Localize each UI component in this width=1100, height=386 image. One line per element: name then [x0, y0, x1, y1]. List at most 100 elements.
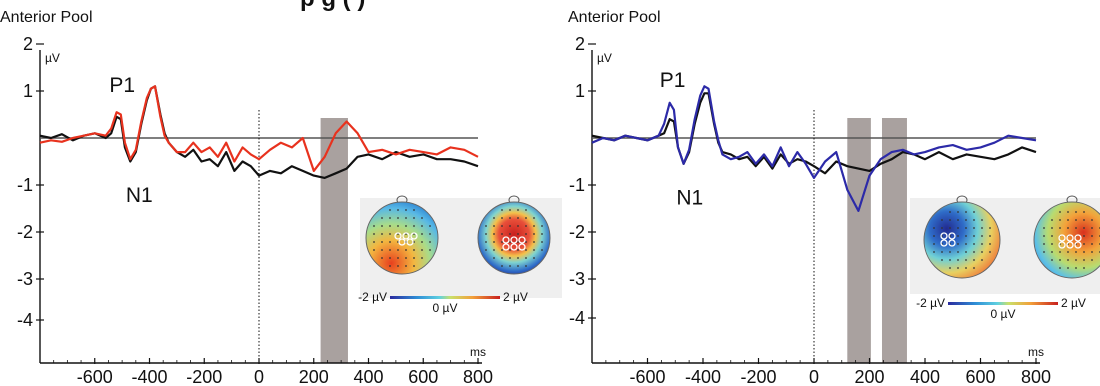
electrode-dot [381, 257, 383, 259]
electrode-dot [509, 249, 511, 251]
pooled-electrode [406, 238, 414, 246]
electrode-dot [1075, 267, 1077, 269]
electrode-dot [541, 225, 543, 227]
electrode-dot [517, 209, 519, 211]
electrode-dot [429, 249, 431, 251]
electrode-dot [949, 251, 951, 253]
electrode-dot [1067, 251, 1069, 253]
electrode-dot [1083, 211, 1085, 213]
x-tick-label: -200 [740, 367, 776, 386]
electrode-dot [981, 259, 983, 261]
electrode-dot [1075, 219, 1077, 221]
pooled-electrode [510, 243, 518, 251]
electrode-dot [493, 249, 495, 251]
electrode-dot [421, 233, 423, 235]
electrode-dot [973, 243, 975, 245]
electrode-dot [525, 209, 527, 211]
electrode-dot [541, 249, 543, 251]
electrode-dot [373, 241, 375, 243]
electrode-dot [1051, 219, 1053, 221]
electrode-dot [397, 257, 399, 259]
panel-label: Anterior Pool [568, 9, 661, 26]
pooled-electrode [394, 232, 402, 240]
electrode-dot [517, 217, 519, 219]
electrode-dot [949, 219, 951, 221]
colorbar-max-label: 2 µV [1061, 296, 1086, 310]
electrode-dot [373, 225, 375, 227]
electrode-dot [933, 251, 935, 253]
electrode-dot [525, 249, 527, 251]
pooled-electrode [502, 243, 510, 251]
colorbar-mid-label: 0 µV [433, 301, 458, 315]
electrode-dot [389, 225, 391, 227]
electrode-dot [389, 265, 391, 267]
y-tick-label: -2 [17, 222, 33, 242]
electrode-dot [509, 257, 511, 259]
electrode-dot [1075, 227, 1077, 229]
electrode-dot [1051, 259, 1053, 261]
electrode-dot [541, 241, 543, 243]
electrode-dot [957, 259, 959, 261]
electrode-dot [541, 233, 543, 235]
electrode-dot [1059, 267, 1061, 269]
electrode-dot [533, 233, 535, 235]
pooled-electrode [518, 236, 526, 244]
electrode-dot [965, 227, 967, 229]
electrode-dot [381, 225, 383, 227]
electrode-dot [485, 233, 487, 235]
pooled-electrode [402, 232, 410, 240]
y-tick-label: -3 [17, 269, 33, 289]
electrode-dot [517, 225, 519, 227]
electrode-dot [381, 217, 383, 219]
electrode-dot [389, 209, 391, 211]
electrode-dot [373, 249, 375, 251]
electrode-dot [1083, 227, 1085, 229]
y-tick-label: 1 [23, 81, 33, 101]
electrode-dot [501, 225, 503, 227]
pooled-electrode [948, 232, 956, 240]
colorbar-min-label: -2 µV [916, 296, 945, 310]
electrode-dot [413, 217, 415, 219]
electrode-dot [525, 217, 527, 219]
electrode-dot [493, 241, 495, 243]
electrode-dot [509, 241, 511, 243]
electrode-dot [1091, 227, 1093, 229]
electrode-dot [405, 209, 407, 211]
electrode-dot [533, 257, 535, 259]
electrode-dot [381, 241, 383, 243]
scalp-topomap [923, 201, 1001, 279]
pooled-electrode [1074, 234, 1082, 242]
electrode-dot [1091, 243, 1093, 245]
electrode-dot [1067, 267, 1069, 269]
y-tick-label: -3 [569, 269, 585, 289]
n1-label: N1 [676, 187, 703, 210]
electrode-dot [397, 225, 399, 227]
electrode-dot [965, 235, 967, 237]
electrode-dot [509, 217, 511, 219]
electrode-dot [1083, 235, 1085, 237]
electrode-dot [493, 233, 495, 235]
x-tick-label: 200 [299, 367, 329, 386]
electrode-dot [989, 251, 991, 253]
electrode-dot [1083, 259, 1085, 261]
electrode-dot [429, 225, 431, 227]
electrode-dot [973, 219, 975, 221]
erp-trace-baseline [39, 85, 479, 179]
electrode-dot [405, 225, 407, 227]
electrode-dot [957, 235, 959, 237]
y-tick-label: -4 [569, 308, 585, 328]
electrode-dot [485, 225, 487, 227]
y-unit-label: µV [597, 51, 612, 65]
electrode-dot [509, 233, 511, 235]
shaded-window [320, 118, 348, 363]
electrode-dot [429, 233, 431, 235]
electrode-dot [1075, 259, 1077, 261]
electrode-dot [1075, 211, 1077, 213]
electrode-dot [1067, 227, 1069, 229]
electrode-dot [389, 257, 391, 259]
electrode-dot [413, 249, 415, 251]
x-tick-label: 0 [254, 367, 264, 386]
electrode-dot [933, 235, 935, 237]
electrode-dot [933, 227, 935, 229]
electrode-dot [1051, 243, 1053, 245]
